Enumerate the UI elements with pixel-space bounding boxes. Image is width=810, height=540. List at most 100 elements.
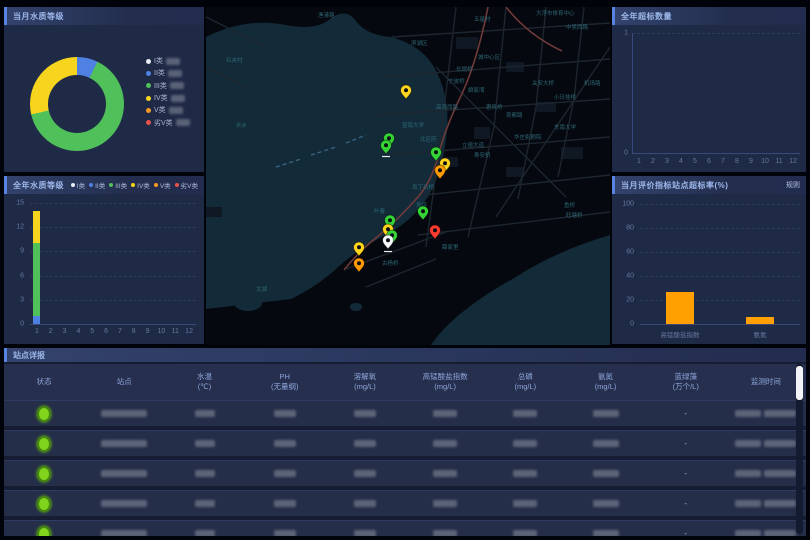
map-panel[interactable]: 石夹村 渔港路 大浮市体育中心 中吴西路 滨湖区 五星村 城中心区 长堤桥 宁波桥 娘家湾 高浪西路… bbox=[205, 6, 611, 345]
algae-value: - bbox=[684, 469, 688, 478]
redacted-time bbox=[764, 500, 797, 507]
table-cell bbox=[325, 500, 405, 507]
rate-bar bbox=[666, 291, 694, 324]
gridline bbox=[632, 33, 800, 34]
legend-label: IV类 bbox=[154, 95, 168, 103]
map-label: 五星村 bbox=[474, 15, 491, 23]
redacted-date bbox=[735, 530, 762, 536]
legend-item: III类 bbox=[146, 80, 190, 92]
x-axis-tick: 3 bbox=[665, 158, 669, 165]
redacted-time bbox=[764, 410, 797, 417]
y-axis-tick: 100 bbox=[622, 200, 634, 208]
redacted-value bbox=[513, 470, 538, 477]
pond bbox=[234, 295, 262, 311]
legend-item: IV类 bbox=[131, 180, 150, 190]
redacted-value bbox=[169, 82, 184, 90]
table-cell bbox=[565, 530, 645, 536]
gridline bbox=[30, 299, 196, 301]
redacted-date bbox=[735, 410, 762, 417]
legend-dot bbox=[89, 183, 94, 187]
x-axis-line bbox=[632, 153, 800, 154]
legend-label: III类 bbox=[115, 183, 128, 190]
redacted-date bbox=[735, 470, 762, 477]
station-pin-green[interactable] bbox=[380, 139, 392, 158]
x-axis-tick: 1 bbox=[637, 158, 641, 165]
table-cell bbox=[726, 410, 806, 417]
panel-annual-grade: 全年水质等级 I类 II类 III类 IV类 V类 劣V类 0 3 6 9 12 15 1 2 3 4 5 6 7… bbox=[4, 176, 204, 344]
redacted-value bbox=[592, 440, 619, 447]
x-axis-tick: 5 bbox=[693, 158, 697, 165]
map-label: 岛丁石桥 bbox=[412, 183, 435, 191]
panel-header: 当月水质等级 bbox=[4, 7, 204, 25]
table-cell bbox=[485, 410, 565, 417]
y-axis-tick: 3 bbox=[20, 296, 24, 304]
panel-title: 全年超标数量 bbox=[621, 11, 672, 21]
legend-item: 劣V类 bbox=[146, 116, 190, 128]
table-cell bbox=[726, 470, 806, 477]
table-cell bbox=[405, 470, 485, 477]
map-label: 东南大学 bbox=[554, 123, 577, 131]
table-cell bbox=[405, 440, 485, 447]
station-pin-red[interactable] bbox=[429, 224, 441, 240]
map-label: 古杨桥 bbox=[382, 259, 399, 267]
station-pin-orange[interactable] bbox=[434, 164, 446, 180]
ferry-route bbox=[275, 134, 367, 168]
map-label: 渔港路 bbox=[318, 11, 335, 19]
redacted-value bbox=[353, 440, 376, 447]
panel-title: 当月水质等级 bbox=[13, 11, 64, 21]
y-axis-tick: 12 bbox=[16, 223, 24, 231]
table-cell bbox=[325, 440, 405, 447]
redacted-value bbox=[592, 530, 619, 536]
bay-water bbox=[206, 13, 448, 309]
station-pin-green[interactable] bbox=[430, 146, 442, 162]
legend-label: I类 bbox=[76, 183, 86, 190]
map-label: 惠风桥 bbox=[486, 103, 503, 111]
x-axis-tick: 11 bbox=[775, 158, 783, 165]
redacted-value bbox=[194, 410, 215, 417]
redacted-value bbox=[167, 69, 182, 77]
station-pin-white[interactable] bbox=[382, 234, 394, 253]
map-label: 北区府 bbox=[420, 135, 437, 143]
table-cell bbox=[405, 410, 485, 417]
legend-item: III类 bbox=[109, 180, 127, 190]
legend-item: V类 bbox=[153, 180, 171, 190]
station-pin-yellow[interactable] bbox=[400, 84, 412, 100]
table-row[interactable]: - bbox=[4, 520, 806, 536]
column-header: 高锰酸盐指数 (mg/L) bbox=[422, 372, 468, 391]
map-label: 叶春 bbox=[374, 207, 386, 215]
scrollbar-thumb[interactable] bbox=[796, 366, 803, 400]
table-scrollbar[interactable] bbox=[796, 364, 803, 534]
table-cell bbox=[565, 410, 645, 417]
x-axis-line bbox=[640, 324, 800, 325]
redacted-value bbox=[273, 500, 296, 507]
x-axis-tick: 12 bbox=[185, 328, 193, 335]
map-label: 关安大桥 bbox=[532, 79, 555, 87]
redacted-value bbox=[433, 440, 458, 447]
panel-header: 全年超标数量 bbox=[612, 7, 806, 25]
rules-link[interactable]: 规则 bbox=[786, 182, 800, 189]
map-label: 寿安桥 bbox=[474, 151, 491, 159]
station-pin-green[interactable] bbox=[417, 205, 429, 221]
column-header: 总磷 (mg/L) bbox=[514, 372, 537, 391]
table-row[interactable]: - bbox=[4, 460, 806, 486]
station-table-panel: 站点详报 状态 站点 水温 (℃) PH (无量纲) 溶解氧 (mg/L) 高锰酸盐指数 (mg/… bbox=[4, 348, 806, 536]
annual-grade-chart: 0 3 6 9 12 15 1 2 3 4 5 6 7 8 9 10 11 12 bbox=[4, 194, 204, 344]
column-header: 氨氮 (mg/L) bbox=[594, 372, 617, 391]
map-label: 暨南大学 bbox=[402, 121, 425, 129]
station-pin-yellow[interactable] bbox=[353, 241, 365, 257]
legend-item: II类 bbox=[89, 180, 105, 190]
rate-bar bbox=[746, 316, 774, 324]
table-row[interactable]: - bbox=[4, 400, 806, 426]
legend-item: II类 bbox=[146, 67, 190, 79]
table-cell bbox=[325, 410, 405, 417]
gridline bbox=[640, 204, 800, 205]
table-cell: - bbox=[646, 439, 726, 448]
map-label: 石夹村 bbox=[226, 56, 243, 64]
table-row[interactable]: - bbox=[4, 430, 806, 456]
algae-value: - bbox=[684, 409, 688, 418]
station-pin-orange[interactable] bbox=[353, 257, 365, 273]
y-axis-tick: 9 bbox=[20, 247, 24, 255]
table-row[interactable]: - bbox=[4, 490, 806, 516]
